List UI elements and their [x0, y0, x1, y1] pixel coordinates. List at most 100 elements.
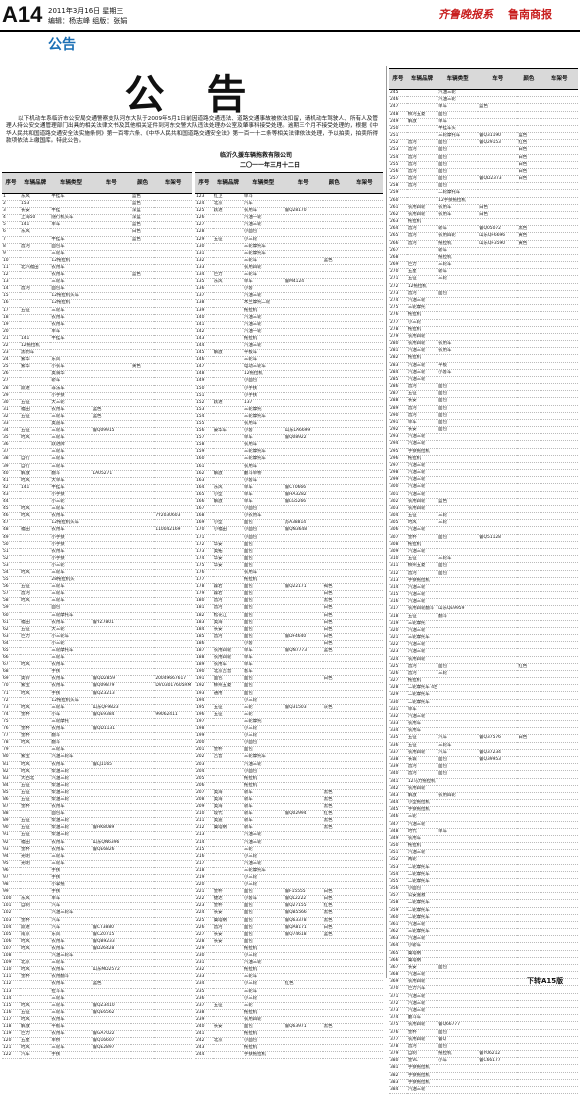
table-row: 210 现代 轿车 鲁Q02994 红色 [195, 810, 383, 819]
table-cell: 单车 [50, 895, 92, 904]
table-cell: 90 [2, 824, 20, 833]
table-cell [154, 321, 192, 329]
table-cell [345, 782, 383, 790]
table-cell [322, 214, 346, 223]
table-row: 86 五征 柴油三轮 [2, 796, 192, 805]
table-cell: 168 [195, 512, 213, 521]
table-cell: 三轮车 [50, 413, 92, 422]
table-cell: 汽油三轮 [406, 641, 438, 650]
table-cell [19, 534, 51, 542]
table-cell [91, 590, 132, 599]
table-cell [478, 505, 518, 514]
table-cell [322, 1002, 346, 1010]
table-cell: 山东MD2572 [91, 966, 132, 975]
table-cell: 五征 [19, 831, 51, 840]
table-cell: 367 [389, 964, 407, 973]
table-cell [19, 271, 51, 280]
table-row: 151 小手扶 [195, 392, 383, 400]
table-cell [154, 604, 192, 613]
table-cell: 112 [2, 980, 20, 989]
table-cell [91, 917, 132, 925]
table-row: 127 汽油三轮 [195, 221, 383, 230]
table-row: 199 小三轮 [195, 732, 383, 741]
table-row: 217 汽油三轮 [195, 860, 383, 868]
table-row: 1 东风 半挂车 蓝色 [2, 193, 192, 202]
table-cell [517, 362, 541, 370]
table-cell [345, 1009, 383, 1017]
table-cell: 公安施救 [406, 892, 438, 901]
table-cell [345, 406, 383, 414]
table-cell [91, 399, 132, 407]
table-cell: 15 [2, 292, 20, 301]
table-cell [345, 718, 383, 727]
table-row: 208 奥海 轿车 黑色 [195, 796, 383, 805]
table-cell [154, 470, 192, 478]
table-cell [131, 541, 155, 549]
column-header: 序号 [195, 172, 213, 194]
table-cell: 135 [195, 278, 213, 287]
table-cell: 北京吉普 [212, 668, 243, 677]
table-cell [91, 278, 132, 287]
table-cell: 农用车 [50, 406, 92, 414]
table-cell: 汽油三轮 [406, 376, 438, 385]
table-cell [212, 221, 243, 230]
table-cell: 翻斗 [437, 613, 479, 621]
table-cell [322, 193, 346, 202]
table-cell [212, 775, 243, 783]
table-cell [478, 864, 518, 872]
table-cell: 373 [389, 1007, 407, 1016]
table-cell: 三轮 [437, 670, 479, 679]
table-cell [131, 370, 155, 379]
table-cell: 五征 [19, 626, 51, 634]
table-cell [437, 713, 479, 722]
table-cell: 87 [2, 803, 20, 812]
table-cell: 384 [389, 1086, 407, 1094]
table-cell: 长安 [19, 207, 51, 216]
table-row: 34 五征 三轮车 鲁Q09915 [2, 427, 192, 436]
table-cell: 白色 [517, 175, 541, 184]
table-row: 322 汽油三轮 [389, 641, 578, 650]
table-row: 381 手扶拖拉机 [389, 1064, 578, 1073]
table-cell: 昌河 [406, 412, 438, 420]
table-cell [91, 654, 132, 663]
table-cell [212, 768, 243, 776]
table-row: 122 汽车 手扶 [2, 1051, 192, 1060]
table-row: 264 昌河 轿车 鲁Q05072 黑色 [389, 225, 578, 234]
table-cell: 昌河 [406, 240, 438, 248]
table-cell: 农用车 [242, 463, 284, 471]
table-cell: 45 [2, 505, 20, 514]
table-row: 159 三轮摩托车 [195, 448, 383, 457]
table-row: 325 昌河 面包 红色 [389, 663, 578, 671]
table-cell [154, 207, 192, 216]
table-row: 299 汽油三轮 [389, 476, 578, 485]
table-cell: 拖拉机 [242, 335, 284, 343]
table-cell: 78 [2, 739, 20, 748]
table-cell [517, 354, 541, 363]
table-cell [283, 966, 323, 975]
table-cell: 手扶 [50, 867, 92, 876]
table-cell [212, 264, 243, 273]
table-cell [517, 204, 541, 212]
table-cell: 时风 [19, 512, 51, 521]
table-cell [437, 591, 479, 600]
table-cell [345, 370, 383, 379]
table-cell [517, 749, 541, 757]
paper-name: 鲁南商报 [508, 8, 552, 21]
table-cell [91, 363, 132, 372]
table-cell: 汽车 [437, 734, 479, 743]
table-cell [345, 526, 383, 535]
table-cell [322, 427, 346, 436]
table-cell [283, 228, 323, 237]
table-cell [478, 383, 518, 392]
table-cell [478, 957, 518, 965]
table-cell [437, 433, 479, 442]
table-cell [91, 526, 132, 535]
table-cell: 奥海 [212, 796, 243, 805]
table-cell [345, 973, 383, 982]
table-cell: 农用四轮 [406, 498, 438, 506]
table-cell: 141 [19, 335, 51, 343]
table-cell: 99 [2, 888, 20, 897]
table-cell: 农用车 [50, 314, 92, 322]
table-cell: 266 [389, 240, 407, 248]
table-cell: 322 [389, 641, 407, 650]
